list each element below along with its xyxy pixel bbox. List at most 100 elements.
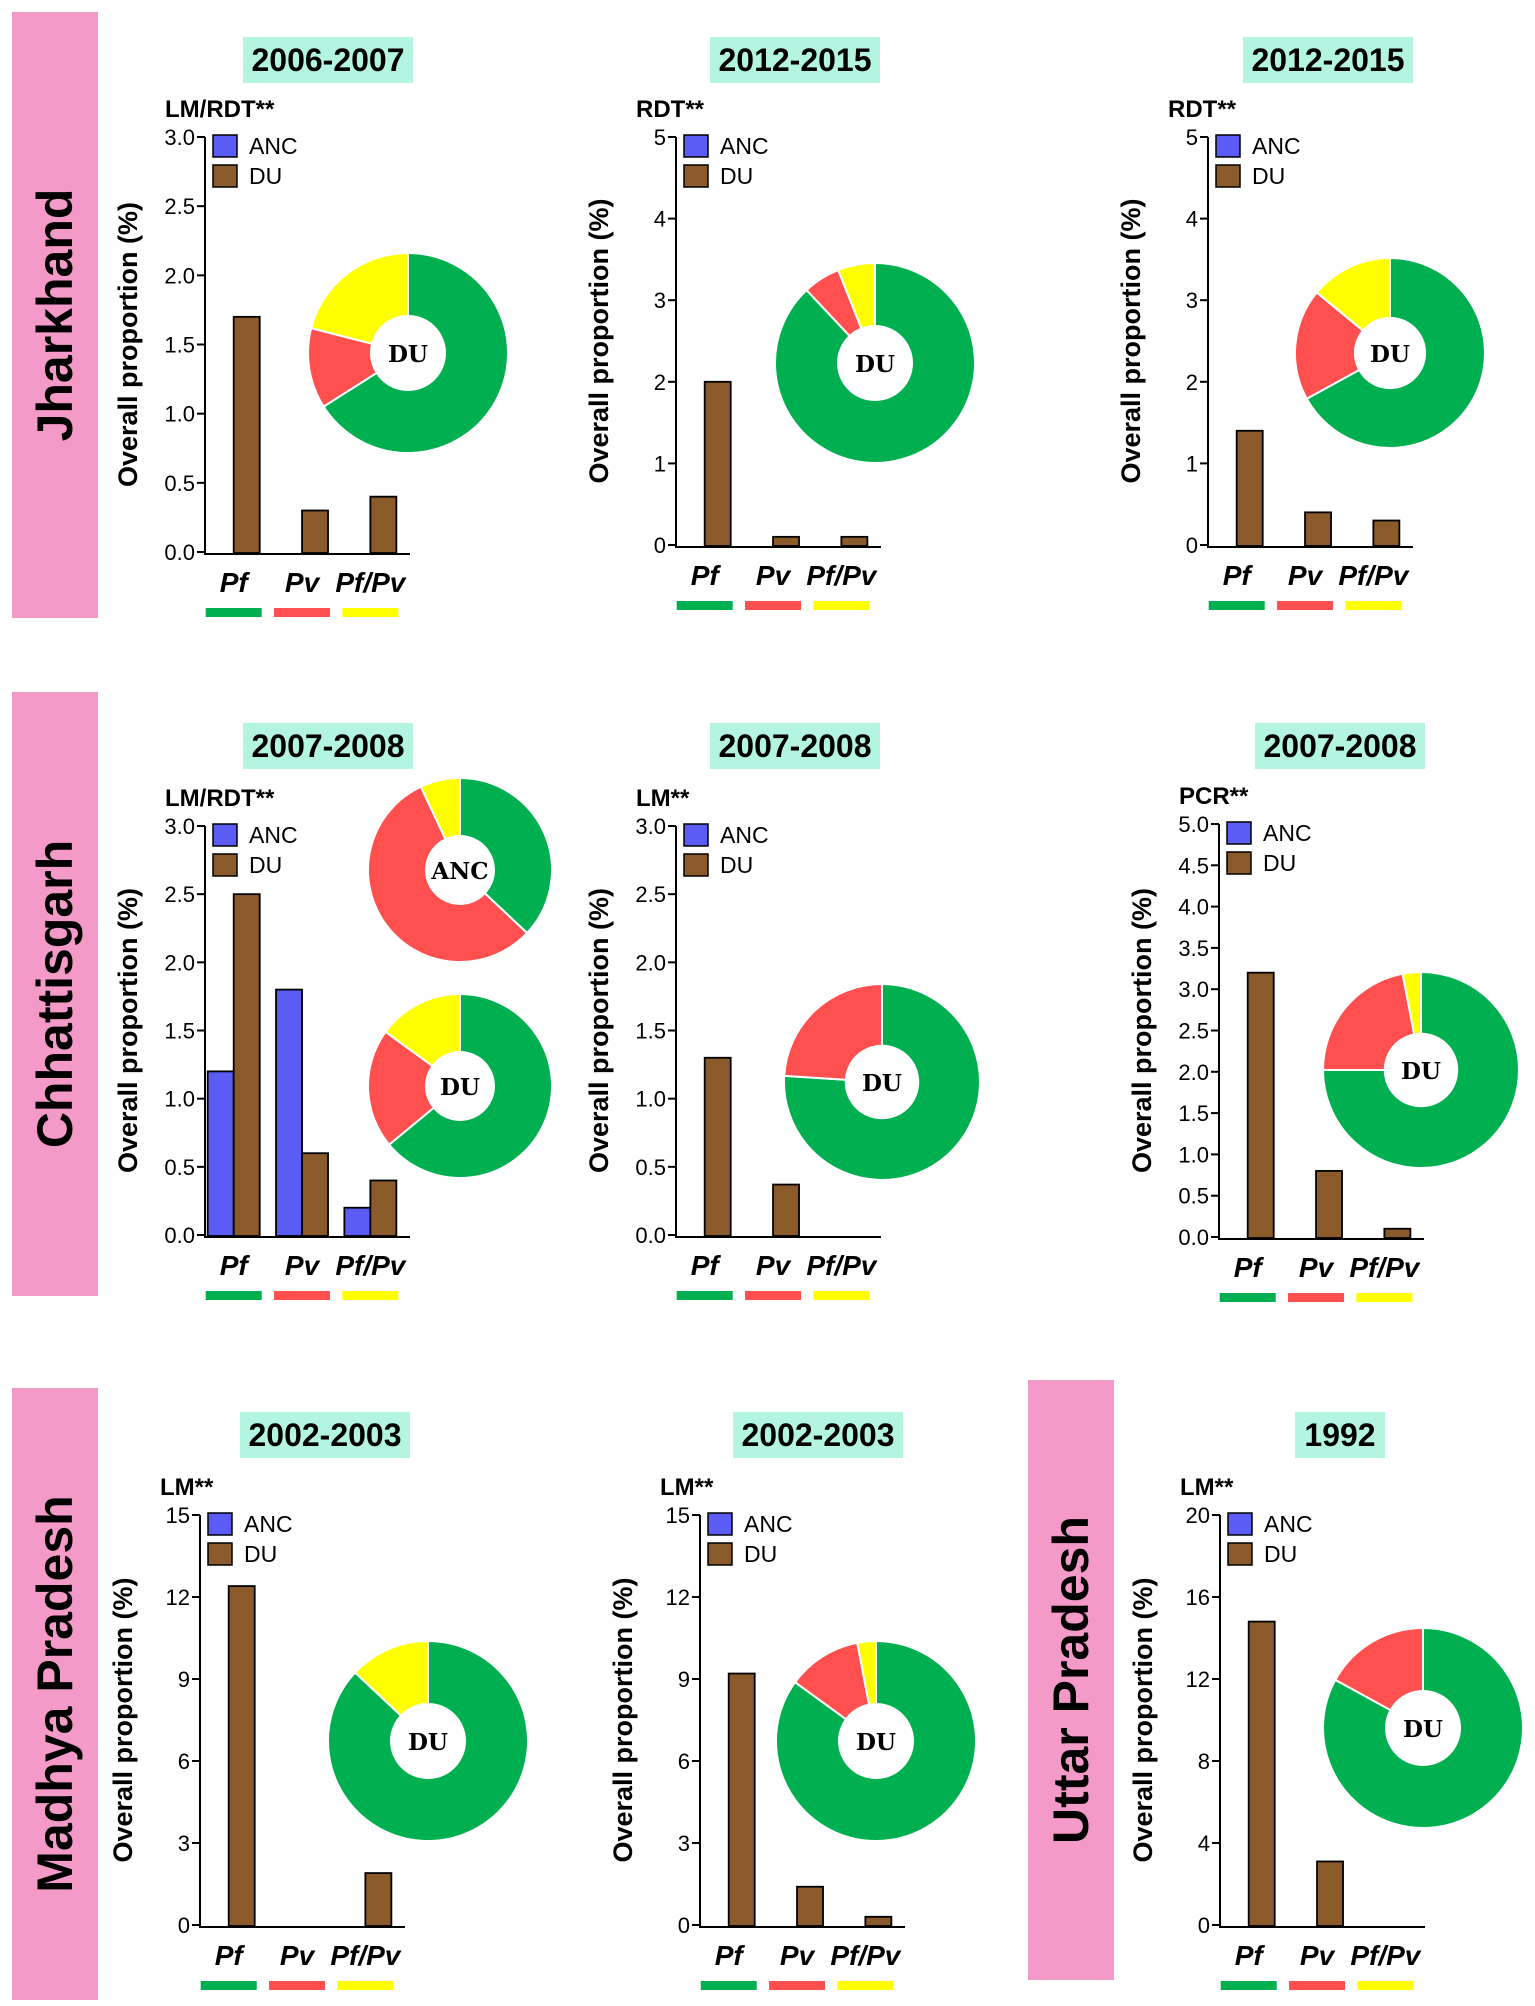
y-tick-label: 0: [178, 1913, 190, 1938]
y-tick-label: 1.0: [164, 1087, 195, 1112]
legend-label: DU: [249, 852, 282, 878]
category-color-key: [274, 1291, 331, 1300]
category-label: Pf: [1235, 1940, 1266, 1971]
legend-swatch: [707, 1512, 733, 1536]
category-label: Pf: [691, 1250, 722, 1281]
y-axis-label: Overall proportion (%): [608, 1577, 638, 1862]
legend-swatch: [683, 823, 709, 847]
category-label: Pf/Pv: [335, 567, 406, 598]
y-tick-label: 4: [1186, 207, 1198, 232]
legend-label: DU: [244, 1541, 277, 1567]
y-tick-label: 0: [678, 1913, 690, 1938]
y-tick-label: 0.5: [164, 471, 195, 496]
y-tick-label: 9: [678, 1667, 690, 1692]
y-tick-label: 0: [654, 533, 666, 558]
legend-swatch: [212, 853, 238, 877]
legend-swatch: [1227, 1542, 1253, 1566]
legend-swatch: [207, 1542, 233, 1566]
method-label: RDT**: [1168, 96, 1237, 123]
y-axis-label: Overall proportion (%): [1116, 198, 1146, 483]
method-label: LM**: [160, 1474, 214, 1501]
category-label: Pv: [1288, 560, 1324, 591]
period-label: 2012-2015: [718, 42, 871, 78]
category-label: Pf: [220, 567, 251, 598]
y-tick-label: 3.0: [635, 814, 666, 839]
y-tick-label: 0.0: [164, 540, 195, 565]
y-tick-label: 0.5: [635, 1155, 666, 1180]
y-tick-label: 2.0: [635, 950, 666, 975]
category-label: Pf/Pv: [330, 1940, 401, 1971]
y-tick-label: 4.5: [1178, 853, 1209, 878]
category-color-key: [342, 608, 399, 617]
bar-du-pf: [1247, 1620, 1276, 1927]
category-color-key: [1356, 1293, 1413, 1302]
y-tick-label: 4: [654, 207, 666, 232]
y-tick-label: 12: [1186, 1667, 1210, 1692]
y-tick-label: 0.0: [1178, 1225, 1209, 1250]
category-label: Pv: [285, 567, 321, 598]
donut-center-label: DU: [1401, 1058, 1441, 1085]
period-label: 2007-2008: [1263, 728, 1416, 764]
category-color-key: [837, 1981, 894, 1990]
period-label: 2007-2008: [251, 728, 404, 764]
category-color-key: [269, 1981, 326, 1990]
category-color-key: [274, 608, 331, 617]
y-tick-label: 3.0: [164, 814, 195, 839]
donut-center-label: DU: [862, 1070, 902, 1097]
legend-swatch: [683, 134, 709, 158]
bar-du-pv: [301, 509, 329, 554]
period-badge: [1255, 723, 1425, 769]
legend-label: ANC: [249, 822, 298, 848]
period-badge: [733, 1412, 903, 1458]
category-color-key: [813, 601, 870, 610]
donut-hole: [425, 1051, 495, 1121]
donut-center-label: DU: [1370, 341, 1410, 368]
category-label: Pv: [285, 1250, 321, 1281]
state-panel-madhya-pradesh: Madhya Pradesh: [12, 1388, 98, 2000]
category-label: Pv: [1300, 1940, 1336, 1971]
bar-du-pf-pv: [364, 1872, 393, 1927]
category-color-key: [745, 601, 802, 610]
category-label: Pf: [691, 560, 722, 591]
category-color-key: [1289, 1981, 1346, 1990]
y-tick-label: 2.0: [1178, 1060, 1209, 1085]
y-tick-label: 0: [1198, 1913, 1210, 1938]
legend-swatch: [683, 164, 709, 188]
bar-du-pf-pv: [1372, 519, 1401, 547]
legend-swatch: [1226, 851, 1252, 875]
legend-swatch: [1215, 134, 1241, 158]
category-color-key: [1219, 1293, 1276, 1302]
category-color-key: [205, 1291, 262, 1300]
y-tick-label: 6: [178, 1749, 190, 1774]
bar-du-pv: [796, 1885, 824, 1927]
category-color-key: [205, 608, 262, 617]
period-label: 1992: [1304, 1417, 1375, 1453]
category-label: Pf/Pv: [1349, 1252, 1420, 1283]
y-tick-label: 1.0: [1178, 1142, 1209, 1167]
legend-swatch: [212, 134, 238, 158]
bar-du-pf: [227, 1585, 256, 1927]
y-tick-label: 0.0: [164, 1223, 195, 1248]
donut-slice-pv: [367, 1030, 462, 1147]
method-label: LM/RDT**: [165, 96, 275, 123]
period-label: 2002-2003: [741, 1417, 894, 1453]
y-tick-label: 1.5: [1178, 1101, 1209, 1126]
y-tick-label: 5.0: [1178, 812, 1209, 837]
category-label: Pv: [1299, 1252, 1335, 1283]
legend-label: ANC: [249, 133, 298, 159]
method-label: LM**: [1180, 1474, 1234, 1501]
period-badge: [1243, 37, 1413, 83]
y-axis-label: Overall proportion (%): [584, 198, 614, 483]
legend-swatch: [212, 164, 238, 188]
y-tick-label: 3.0: [1178, 977, 1209, 1002]
bar-du-pf-pv: [864, 1915, 893, 1927]
donut-hole: [1353, 316, 1427, 390]
legend-swatch: [1227, 1512, 1253, 1536]
chart-panel-9: 1992 LM** 0 4 8 12 16 20 Overall proportion (%) A…: [1128, 1412, 1524, 1990]
donut-hole: [838, 1703, 914, 1779]
state-panel-uttar-pradesh: Uttar Pradesh: [1028, 1380, 1114, 1980]
y-tick-label: 2.5: [635, 882, 666, 907]
donut-hole: [425, 835, 495, 905]
y-axis-label: Overall proportion (%): [108, 1577, 138, 1862]
category-color-key: [1277, 601, 1334, 610]
